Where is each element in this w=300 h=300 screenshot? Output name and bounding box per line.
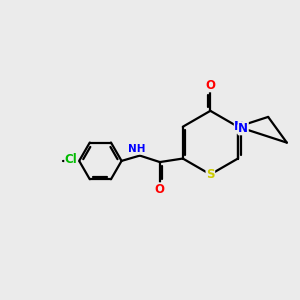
Text: N: N	[238, 122, 248, 135]
Text: S: S	[206, 168, 214, 181]
Text: Cl: Cl	[65, 153, 78, 166]
Text: NH: NH	[128, 144, 145, 154]
Text: O: O	[206, 79, 215, 92]
Text: O: O	[155, 183, 165, 196]
Text: N: N	[234, 120, 244, 133]
